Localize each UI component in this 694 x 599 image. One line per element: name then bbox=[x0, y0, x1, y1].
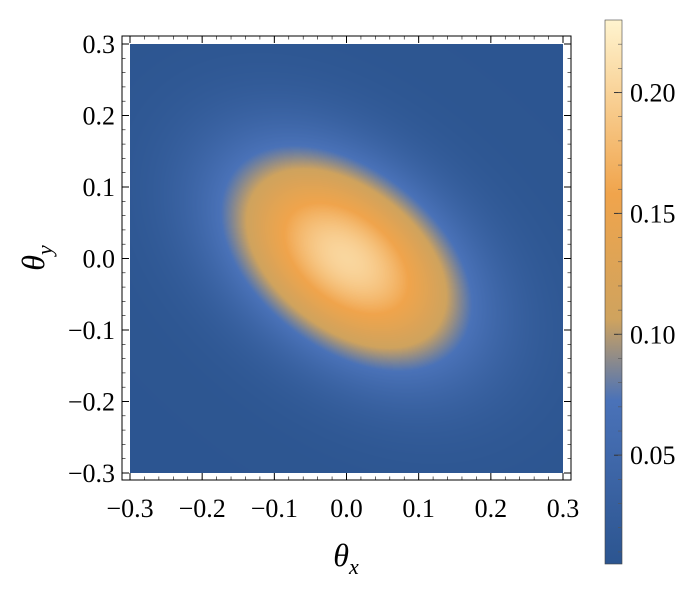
colorbar-tick-label: 0.20 bbox=[630, 79, 676, 108]
y-tick-label: 0.2 bbox=[83, 102, 116, 131]
heatmap-region bbox=[130, 44, 563, 473]
x-axis-title: θx bbox=[333, 537, 359, 579]
colorbar-tick-label: 0.05 bbox=[630, 441, 676, 470]
y-tick-label: 0.1 bbox=[83, 173, 116, 202]
colorbar-ticks: 0.05 0.10 0.15 0.20 bbox=[614, 43, 676, 553]
x-tick-label: −0.3 bbox=[106, 494, 153, 523]
y-axis-title: θy bbox=[15, 245, 57, 271]
colorbar-tick-label: 0.15 bbox=[630, 199, 676, 228]
y-tick-label: −0.1 bbox=[68, 316, 115, 345]
colorbar-tick-label: 0.10 bbox=[630, 320, 676, 349]
y-tick-label: 0.3 bbox=[83, 30, 116, 59]
y-tick-label: 0.0 bbox=[83, 245, 116, 274]
y-tick-label: −0.3 bbox=[68, 459, 115, 488]
colorbar bbox=[604, 19, 623, 565]
heatmap-image bbox=[130, 44, 563, 473]
x-tick-label: 0.1 bbox=[402, 494, 435, 523]
y-axis-ticks: −0.3 −0.2 −0.1 0.0 0.1 0.2 0.3 bbox=[68, 30, 571, 488]
x-tick-label: −0.1 bbox=[251, 494, 298, 523]
x-axis-ticks: −0.3 −0.2 −0.1 0.0 0.1 0.2 0.3 bbox=[106, 36, 579, 523]
x-tick-label: 0.0 bbox=[330, 494, 363, 523]
y-tick-label: −0.2 bbox=[68, 388, 115, 417]
x-tick-label: 0.2 bbox=[475, 494, 508, 523]
x-tick-label: −0.2 bbox=[179, 494, 226, 523]
x-tick-label: 0.3 bbox=[547, 494, 580, 523]
